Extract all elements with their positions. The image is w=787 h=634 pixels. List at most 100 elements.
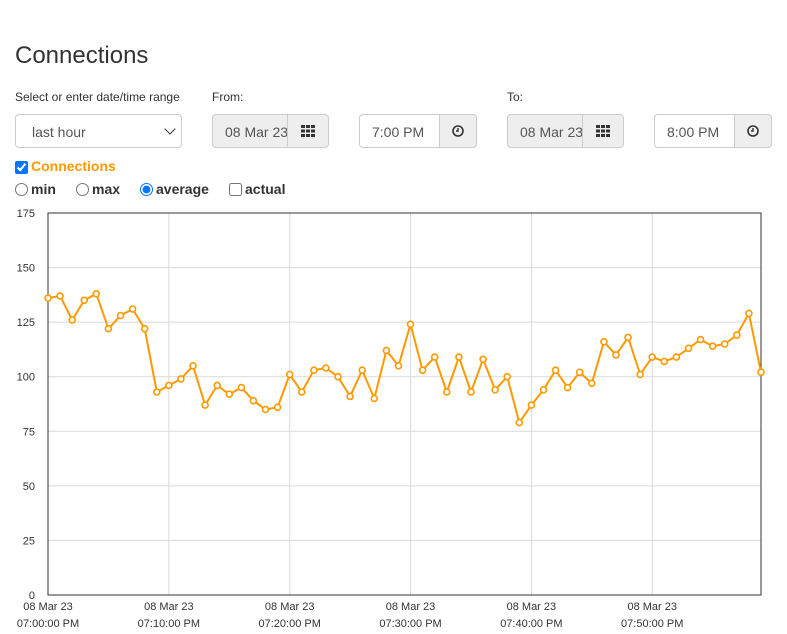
from-time-value: 7:00 PM bbox=[372, 124, 425, 140]
data-point bbox=[527, 401, 536, 409]
data-point bbox=[491, 386, 499, 394]
y-tick-label: 50 bbox=[23, 481, 35, 493]
data-point bbox=[213, 381, 221, 390]
data-point bbox=[430, 353, 439, 361]
data-point bbox=[261, 405, 270, 414]
data-point bbox=[648, 353, 657, 361]
data-point bbox=[732, 331, 741, 339]
agg-radio-max[interactable] bbox=[76, 183, 89, 196]
connections-series-label: Connections bbox=[31, 158, 116, 174]
data-point bbox=[285, 370, 294, 379]
data-point bbox=[515, 418, 524, 427]
to-date-value: 08 Mar 23 bbox=[520, 124, 583, 140]
to-date-picker-button[interactable] bbox=[583, 114, 624, 148]
agg-label-average: average bbox=[156, 181, 209, 197]
to-time-input[interactable]: 8:00 PM bbox=[654, 114, 735, 148]
data-point bbox=[455, 353, 463, 361]
data-point bbox=[310, 366, 318, 374]
data-point bbox=[297, 388, 306, 396]
clock-icon bbox=[747, 125, 759, 137]
x-tick-label-date: 08 Mar 23 bbox=[386, 601, 436, 613]
to-time-picker-button[interactable] bbox=[735, 114, 772, 148]
data-point bbox=[636, 370, 645, 379]
data-point bbox=[189, 362, 197, 370]
data-point bbox=[612, 351, 620, 359]
data-point bbox=[660, 357, 669, 366]
data-point bbox=[358, 366, 367, 374]
data-point bbox=[80, 296, 89, 305]
data-point bbox=[140, 324, 149, 333]
x-axis: 08 Mar 23 07:00:00 PM 08 Mar 23 07:10:00 PM… bbox=[17, 601, 684, 630]
chart-plot-area bbox=[44, 290, 765, 427]
agg-option-average[interactable]: average bbox=[140, 181, 209, 197]
data-point bbox=[551, 366, 560, 374]
x-tick-label-date: 08 Mar 23 bbox=[507, 601, 557, 613]
calendar-grid-icon bbox=[596, 125, 610, 137]
from-time-input[interactable]: 7:00 PM bbox=[359, 114, 440, 148]
to-time-value: 8:00 PM bbox=[667, 124, 720, 140]
data-point bbox=[406, 320, 415, 329]
y-axis: 0 25 50 75 100 125 150 175 bbox=[17, 208, 35, 602]
from-date-value: 08 Mar 23 bbox=[225, 124, 288, 140]
from-label: From: bbox=[212, 90, 244, 104]
plot-frame bbox=[47, 212, 762, 596]
data-point bbox=[322, 364, 330, 372]
x-tick-label-date: 08 Mar 23 bbox=[627, 601, 677, 613]
data-point bbox=[672, 353, 681, 361]
from-date-picker-button[interactable] bbox=[288, 114, 329, 148]
data-point bbox=[696, 335, 705, 344]
data-point bbox=[44, 294, 52, 302]
y-tick-label: 75 bbox=[23, 426, 35, 438]
agg-radio-average[interactable] bbox=[140, 183, 153, 196]
data-point bbox=[624, 333, 632, 342]
page-title: Connections bbox=[15, 42, 149, 69]
agg-label-actual: actual bbox=[245, 181, 286, 197]
x-tick-label-date: 08 Mar 23 bbox=[23, 601, 73, 613]
x-tick-label-time: 07:30:00 PM bbox=[379, 618, 441, 630]
range-label: Select or enter date/time range bbox=[15, 90, 180, 104]
y-tick-label: 0 bbox=[29, 590, 35, 602]
data-point bbox=[92, 290, 101, 298]
to-date-input[interactable]: 08 Mar 23 bbox=[507, 114, 583, 148]
x-tick-label-date: 08 Mar 23 bbox=[265, 601, 315, 613]
agg-label-max: max bbox=[92, 181, 121, 197]
x-tick-label-time: 07:50:00 PM bbox=[621, 618, 683, 630]
data-point bbox=[442, 388, 451, 396]
y-tick-label: 125 bbox=[17, 317, 35, 329]
range-select-value: last hour bbox=[32, 124, 86, 140]
y-tick-label: 25 bbox=[23, 535, 35, 547]
x-tick-label-time: 07:40:00 PM bbox=[500, 618, 562, 630]
data-point bbox=[201, 401, 209, 409]
agg-option-max[interactable]: max bbox=[76, 181, 120, 197]
range-select[interactable]: last hour bbox=[15, 114, 182, 148]
agg-checkbox-actual[interactable] bbox=[229, 183, 242, 196]
data-point bbox=[104, 324, 113, 333]
agg-option-actual[interactable]: actual bbox=[229, 181, 285, 197]
chevron-down-icon bbox=[164, 123, 176, 135]
data-point bbox=[334, 372, 342, 381]
data-point bbox=[720, 340, 729, 348]
connections-series-checkbox[interactable] bbox=[15, 161, 28, 174]
data-point bbox=[587, 379, 596, 388]
x-tick-label-time: 07:00:00 PM bbox=[17, 618, 79, 630]
data-point bbox=[539, 386, 548, 394]
data-point bbox=[745, 309, 753, 318]
data-point bbox=[382, 346, 391, 355]
data-point bbox=[177, 375, 185, 383]
clock-icon bbox=[452, 125, 464, 137]
data-point bbox=[708, 342, 717, 350]
from-date-input[interactable]: 08 Mar 23 bbox=[212, 114, 288, 148]
data-point bbox=[249, 396, 258, 405]
data-point bbox=[56, 292, 64, 300]
data-point bbox=[503, 372, 512, 381]
agg-radio-min[interactable] bbox=[15, 183, 28, 196]
data-point bbox=[165, 381, 173, 390]
agg-option-min[interactable]: min bbox=[15, 181, 56, 197]
data-point bbox=[418, 366, 427, 374]
x-tick-label-time: 07:20:00 PM bbox=[259, 618, 321, 630]
data-point bbox=[346, 392, 354, 401]
from-time-picker-button[interactable] bbox=[440, 114, 477, 148]
y-tick-label: 150 bbox=[17, 263, 35, 275]
y-tick-label: 175 bbox=[17, 208, 35, 220]
data-point bbox=[575, 368, 584, 377]
